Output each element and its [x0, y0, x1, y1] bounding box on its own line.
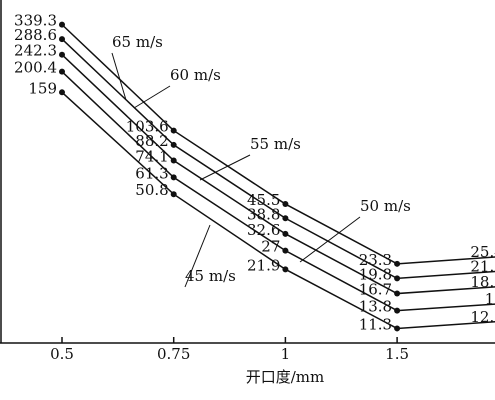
leader-line [133, 85, 171, 109]
series-label: 60 m/s [170, 66, 221, 84]
point [59, 36, 65, 43]
value-label: 45.5 [247, 191, 280, 209]
value-label: 11.3 [359, 315, 392, 333]
point [170, 191, 177, 198]
point [282, 201, 289, 208]
value-label: 242.3 [14, 42, 57, 60]
point [394, 275, 401, 282]
value-label: 15 [485, 290, 495, 308]
point [170, 127, 177, 134]
x-tick-label: 1.5 [385, 345, 409, 363]
value-label: 12.3 [470, 308, 495, 326]
series-label: 45 m/s [185, 267, 236, 285]
value-label: 18.2 [470, 273, 495, 291]
leader-line [199, 154, 251, 181]
x-tick-label: 0.75 [157, 345, 190, 363]
value-label: 339.3 [14, 12, 57, 30]
value-label: 21.6 [470, 258, 495, 276]
value-label: 21.9 [247, 256, 280, 274]
point [282, 230, 289, 237]
point [394, 307, 401, 314]
point [59, 21, 65, 28]
x-axis-title: 开口度/mm [246, 368, 325, 386]
value-label: 288.6 [14, 26, 57, 44]
series-label: 55 m/s [250, 135, 301, 153]
point [59, 68, 65, 75]
x-tick-label: 0.5 [50, 345, 74, 363]
value-label: 13.8 [359, 298, 392, 316]
point [282, 266, 289, 273]
point [170, 157, 177, 164]
x-tick-label: 1 [281, 345, 291, 363]
point [394, 325, 401, 332]
series-label: 65 m/s [112, 33, 163, 51]
value-label: 50.8 [135, 181, 168, 199]
value-label: 200.4 [14, 59, 57, 77]
value-label: 25.4 [470, 243, 495, 261]
point [282, 247, 289, 254]
point [170, 174, 177, 181]
series-label: 50 m/s [360, 197, 411, 215]
point [59, 89, 65, 96]
leader-line [184, 224, 211, 288]
value-label: 19.8 [359, 265, 392, 283]
value-label: 159 [28, 79, 57, 97]
leader-line [111, 52, 127, 101]
value-label: 27 [261, 238, 280, 256]
point [59, 51, 65, 58]
leader-line [299, 216, 361, 263]
point [394, 290, 401, 297]
value-label: 23.3 [359, 251, 392, 269]
point [394, 260, 401, 267]
point [170, 141, 177, 148]
value-label: 32.6 [247, 221, 280, 239]
point [282, 215, 289, 222]
value-label: 38.8 [247, 205, 280, 223]
value-label: 103.6 [126, 118, 169, 136]
value-label: 16.7 [359, 281, 392, 299]
